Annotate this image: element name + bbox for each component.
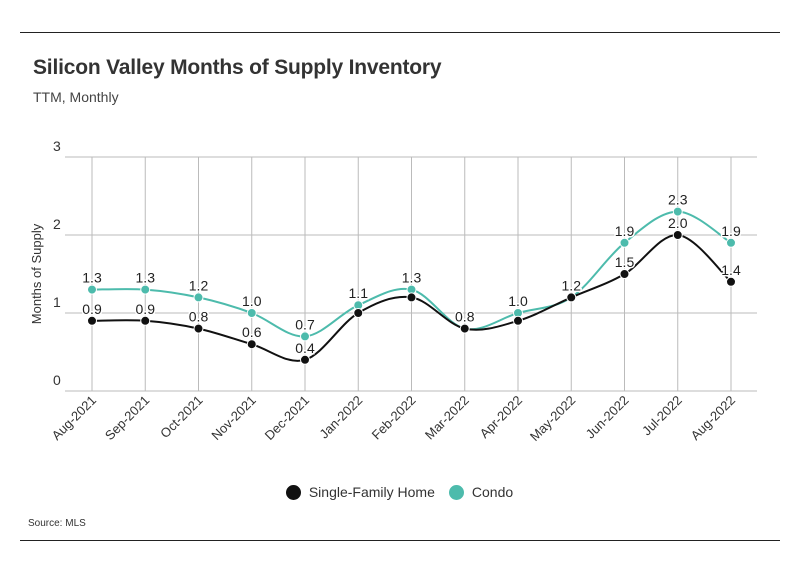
- data-point-single-family[interactable]: [246, 339, 257, 350]
- data-label-single-family: 0.9: [136, 301, 156, 317]
- x-tick-label: Nov-2021: [208, 393, 258, 443]
- source-note: Source: MLS: [28, 518, 86, 529]
- legend-item-single-family[interactable]: Single-Family Home: [285, 484, 435, 500]
- bottom-rule: [20, 540, 780, 541]
- line-chart: 0 1 2 3 Aug-2021 Sep-2021 Oct-2021 Nov-2021 Dec-…: [29, 138, 757, 444]
- data-label-condo: 0.8: [455, 309, 475, 325]
- data-point-single-family[interactable]: [513, 315, 523, 326]
- top-rule: [20, 32, 780, 33]
- data-point-condo[interactable]: [193, 292, 204, 303]
- chart-legend: Single-Family Home Condo: [0, 484, 799, 500]
- data-label-single-family: 0.6: [242, 324, 262, 340]
- data-label-single-family: 2.0: [668, 215, 688, 231]
- data-point-single-family[interactable]: [353, 308, 364, 318]
- x-tick-label: Aug-2021: [49, 393, 99, 443]
- data-label-condo: 0.7: [295, 316, 315, 332]
- legend-item-condo[interactable]: Condo: [448, 484, 514, 500]
- data-label-single-family: 1.5: [615, 254, 635, 270]
- x-tick-label: Jun-2022: [583, 393, 632, 442]
- x-tick-label: Sep-2021: [102, 393, 152, 443]
- y-tick-label: 1: [53, 294, 61, 310]
- data-point-condo[interactable]: [619, 237, 630, 248]
- data-point-single-family[interactable]: [619, 269, 630, 279]
- legend-swatch-condo: [448, 484, 464, 500]
- x-tick-label: Feb-2022: [369, 393, 419, 443]
- data-label-single-family: 0.8: [189, 309, 209, 325]
- data-label-single-family: 0.4: [295, 340, 315, 356]
- data-point-condo[interactable]: [140, 284, 151, 295]
- data-label-condo: 2.3: [668, 192, 688, 208]
- chart-subtitle: TTM, Monthly: [33, 89, 119, 105]
- data-point-condo[interactable]: [246, 308, 257, 318]
- data-label-condo: 1.3: [82, 270, 102, 286]
- data-point-single-family[interactable]: [87, 315, 97, 326]
- y-tick-label: 3: [53, 138, 61, 154]
- x-tick-label: Apr-2022: [477, 393, 525, 441]
- data-label-condo: 1.2: [562, 277, 582, 293]
- data-label-condo: 1.3: [402, 270, 422, 286]
- data-label-condo: 1.2: [189, 277, 209, 293]
- data-point-condo[interactable]: [726, 237, 736, 248]
- y-tick-label: 2: [53, 216, 61, 232]
- legend-label-condo: Condo: [471, 484, 514, 500]
- data-point-condo[interactable]: [87, 284, 97, 295]
- x-tick-label: Jan-2022: [316, 393, 365, 442]
- data-label-condo: 1.1: [349, 285, 369, 301]
- data-point-single-family[interactable]: [726, 276, 736, 287]
- data-labels: 0.9 0.9 0.8 0.6 0.4 1.5 2.0 1.4 1.3 1.3 1.2 1.0 0.7 1…: [81, 190, 743, 357]
- legend-label-single-family: Single-Family Home: [308, 484, 435, 500]
- x-tick-label: May-2022: [527, 393, 578, 444]
- series-lines: [87, 206, 736, 365]
- x-tick-label: Aug-2022: [688, 393, 738, 443]
- data-label-condo: 1.3: [136, 270, 156, 286]
- data-point-single-family[interactable]: [140, 315, 151, 326]
- data-label-condo: 1.0: [508, 293, 528, 309]
- y-axis-label: Months of Supply: [29, 223, 44, 324]
- data-point-single-family[interactable]: [300, 354, 310, 365]
- data-point-condo[interactable]: [672, 206, 683, 217]
- data-label-condo: 1.0: [242, 293, 262, 309]
- x-tick-label: Jul-2022: [639, 393, 685, 439]
- x-tick-label: Dec-2021: [262, 393, 312, 443]
- chart-title: Silicon Valley Months of Supply Inventor…: [33, 56, 442, 79]
- data-point-single-family[interactable]: [193, 323, 204, 334]
- y-tick-label: 0: [53, 372, 61, 388]
- data-label-condo: 1.9: [615, 223, 635, 239]
- x-tick-label: Mar-2022: [422, 393, 472, 443]
- data-label-single-family: 0.9: [82, 301, 102, 317]
- data-label-single-family: 1.4: [721, 262, 741, 278]
- data-point-single-family[interactable]: [566, 292, 577, 303]
- data-point-single-family[interactable]: [406, 292, 417, 303]
- x-tick-label: Oct-2021: [157, 393, 205, 441]
- data-point-single-family[interactable]: [459, 323, 470, 334]
- data-point-single-family[interactable]: [672, 230, 683, 240]
- data-label-condo: 1.9: [721, 223, 741, 239]
- data-point-condo[interactable]: [300, 331, 310, 342]
- legend-swatch-single-family: [285, 484, 301, 500]
